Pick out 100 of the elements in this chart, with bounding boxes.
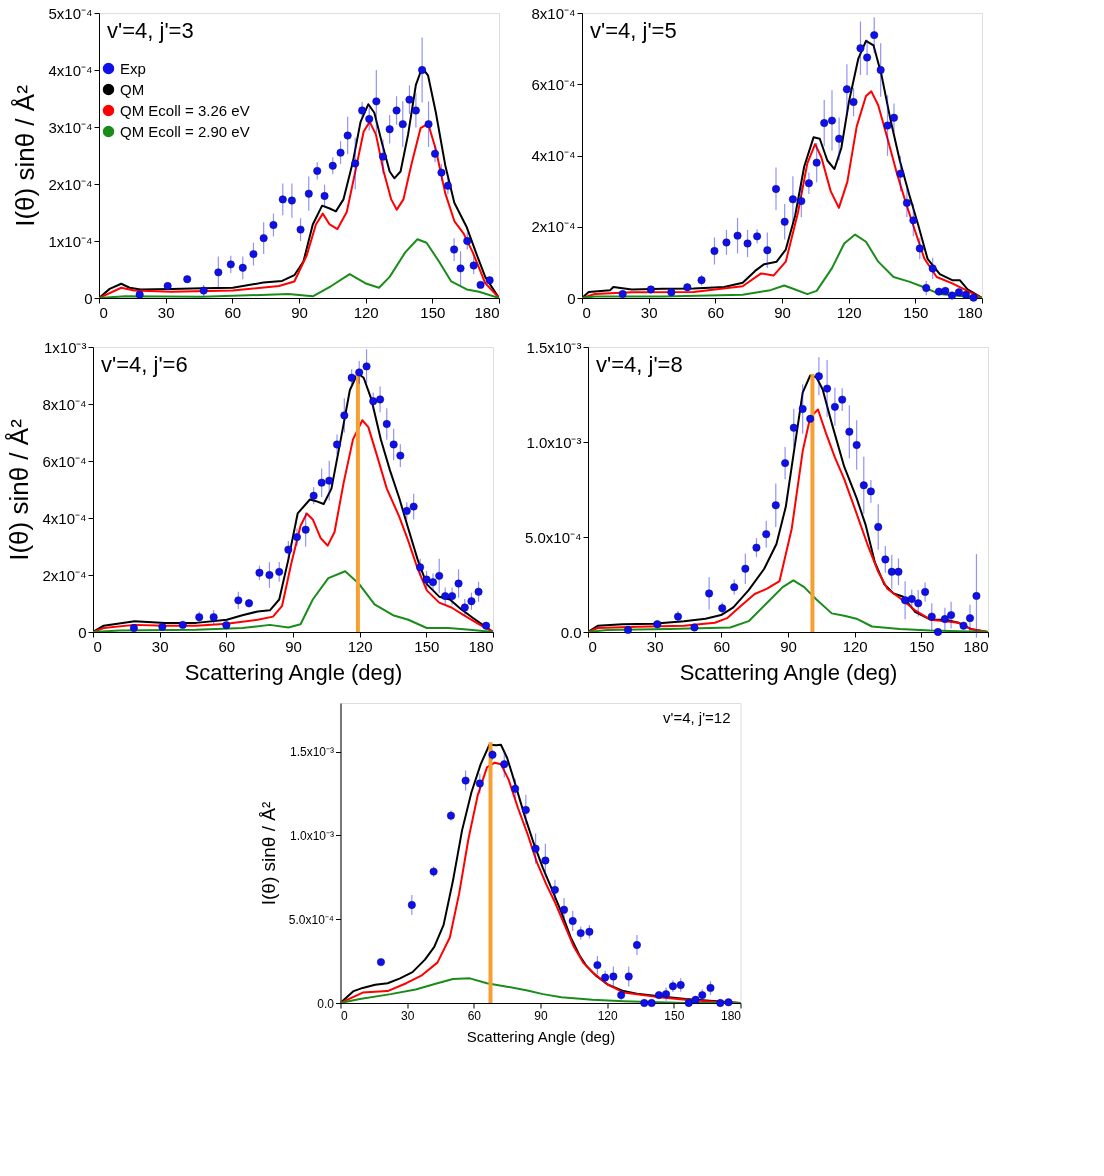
point [429, 867, 438, 876]
point [199, 286, 208, 295]
x-tick-label: 30 [151, 637, 169, 655]
x-tick-label: 150 [664, 1008, 685, 1023]
point [798, 404, 807, 413]
point [733, 231, 742, 240]
point [922, 284, 931, 292]
x-tick-label: 150 [420, 303, 446, 321]
point [129, 624, 138, 632]
point [392, 106, 401, 115]
point [647, 999, 656, 1007]
point [866, 487, 875, 496]
point [881, 555, 890, 564]
point [730, 583, 739, 592]
point [859, 481, 868, 490]
point [780, 217, 789, 226]
point [646, 285, 655, 294]
point [722, 238, 731, 247]
point [560, 905, 569, 914]
y-tick-label: 5.0x10⁻⁴ [288, 912, 334, 927]
point [317, 478, 326, 487]
point [576, 929, 585, 938]
point [593, 961, 602, 970]
point [313, 166, 322, 175]
x-tick-label: 60 [707, 303, 725, 321]
point [209, 613, 218, 622]
point [947, 611, 956, 620]
y-tick-label: 0 [78, 623, 87, 641]
point [379, 152, 387, 161]
y-tick-label: 0.0 [317, 996, 335, 1011]
point [398, 120, 407, 129]
y-tick-label: 8x10⁻⁴ [42, 395, 87, 413]
point [907, 594, 916, 603]
point [304, 189, 313, 198]
point [443, 181, 452, 190]
point [474, 587, 483, 596]
point [609, 972, 618, 981]
x-tick-label: 120 [353, 303, 379, 321]
point [863, 53, 872, 62]
point [954, 288, 963, 297]
point [969, 293, 978, 302]
point [135, 290, 144, 299]
x-tick-label: 150 [909, 637, 935, 655]
point [856, 44, 865, 53]
x-tick-label: 60 [224, 303, 242, 321]
point [183, 275, 192, 284]
point [718, 604, 727, 613]
y-tick-label: 6x10⁻⁴ [42, 452, 87, 470]
legend-label: QM [120, 80, 145, 98]
point [838, 395, 847, 404]
point [828, 116, 836, 125]
x-tick-label: 60 [713, 637, 731, 655]
point [358, 106, 367, 115]
point [437, 168, 446, 177]
point [959, 621, 968, 630]
point [921, 587, 930, 596]
point [222, 621, 231, 630]
point [653, 620, 662, 629]
point [743, 239, 752, 248]
point [585, 927, 594, 936]
point [705, 589, 714, 598]
y-tick-label: 2x10⁻⁴ [48, 175, 93, 193]
point [234, 596, 243, 605]
point [347, 373, 356, 382]
x-tick-label: 60 [467, 1008, 482, 1023]
point [389, 440, 398, 449]
x-tick-label: 30 [640, 303, 658, 321]
annotation: v'=4, j'=3 [107, 18, 194, 43]
x-tick-label: 120 [842, 637, 868, 655]
point [914, 599, 923, 608]
annotation: v'=4, j'=8 [596, 352, 683, 377]
point [178, 620, 187, 629]
point [874, 522, 883, 531]
point [259, 234, 268, 243]
x-tick-label: 120 [347, 637, 373, 655]
point [255, 568, 264, 577]
x-tick-label: 60 [218, 637, 236, 655]
y-axis-title: I(θ) sinθ / Å² [257, 801, 279, 906]
point [820, 119, 829, 128]
y-tick-label: 2x10⁻⁴ [531, 218, 576, 236]
x-tick-label: 90 [774, 303, 791, 321]
point [431, 149, 439, 158]
point [842, 85, 851, 94]
x-tick-label: 120 [836, 303, 862, 321]
x-tick-label: 180 [957, 303, 983, 321]
y-axis-title: I(θ) sinθ / Å² [3, 418, 34, 561]
point [894, 567, 903, 576]
legend-label: Exp [120, 59, 146, 77]
point [654, 991, 663, 1000]
point [927, 612, 936, 621]
point [683, 283, 692, 292]
x-axis-title: Scattering Angle (deg) [184, 659, 403, 685]
point [676, 981, 685, 990]
x-tick-label: 180 [474, 303, 500, 321]
point [972, 591, 981, 600]
point [320, 192, 329, 200]
y-tick-label: 0 [567, 289, 576, 307]
point [941, 286, 950, 295]
point [369, 397, 378, 406]
y-tick-label: 6x10⁻⁴ [531, 75, 576, 93]
